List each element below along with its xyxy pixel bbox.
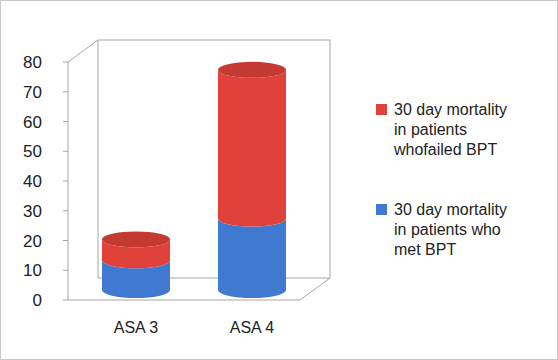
y-tick [63,91,68,92]
y-tick-label: 80 [23,53,42,72]
wall-top-edge [68,40,98,62]
y-tick [63,300,68,301]
y-tick-label: 60 [23,113,42,132]
bar-segment [218,219,286,298]
y-tick [63,181,68,182]
legend-label: 30 day mortality in patients whofailed BPT [393,101,507,158]
y-tick-label: 70 [23,83,42,102]
chart: 0 10 20 30 40 50 60 70 80 ASA 3 ASA 4 30 day mortal… [0,0,558,360]
frame [1,1,558,360]
back-wall-edge [330,40,331,278]
bar-segment [218,70,286,227]
legend-line: met BPT [394,241,456,258]
floor-side-edge [300,278,330,300]
legend-line: in patients [394,121,467,138]
y-tick-label: 10 [23,261,42,280]
y-tick [63,210,68,211]
legend-line: 30 day mortality [394,201,507,218]
floor-front-edge [68,300,300,301]
bars [102,62,286,298]
y-tick-label: 30 [23,202,42,221]
wall-top-edge [98,40,330,41]
legend-label: 30 day mortality in patients who met BPT [394,201,507,258]
legend-line: 30 day mortality [394,101,507,118]
legend-line: in patients who [394,221,501,238]
y-tick-label: 40 [23,172,42,191]
y-tick [63,270,68,271]
legend-line: whofailed BPT [393,141,497,158]
back-wall-edge [98,40,99,278]
bar-cap [102,231,170,247]
legend-swatch [376,104,387,115]
bar-cap [218,62,286,78]
y-tick-label: 50 [23,142,42,161]
y-tick [63,62,68,63]
y-tick-label: 20 [23,232,42,251]
x-tick-label: ASA 3 [114,319,159,336]
y-tick [63,121,68,122]
x-tick-label: ASA 4 [230,319,275,336]
legend-swatch [376,204,387,215]
y-tick-label: 0 [33,291,42,310]
y-tick [63,151,68,152]
y-tick [63,240,68,241]
